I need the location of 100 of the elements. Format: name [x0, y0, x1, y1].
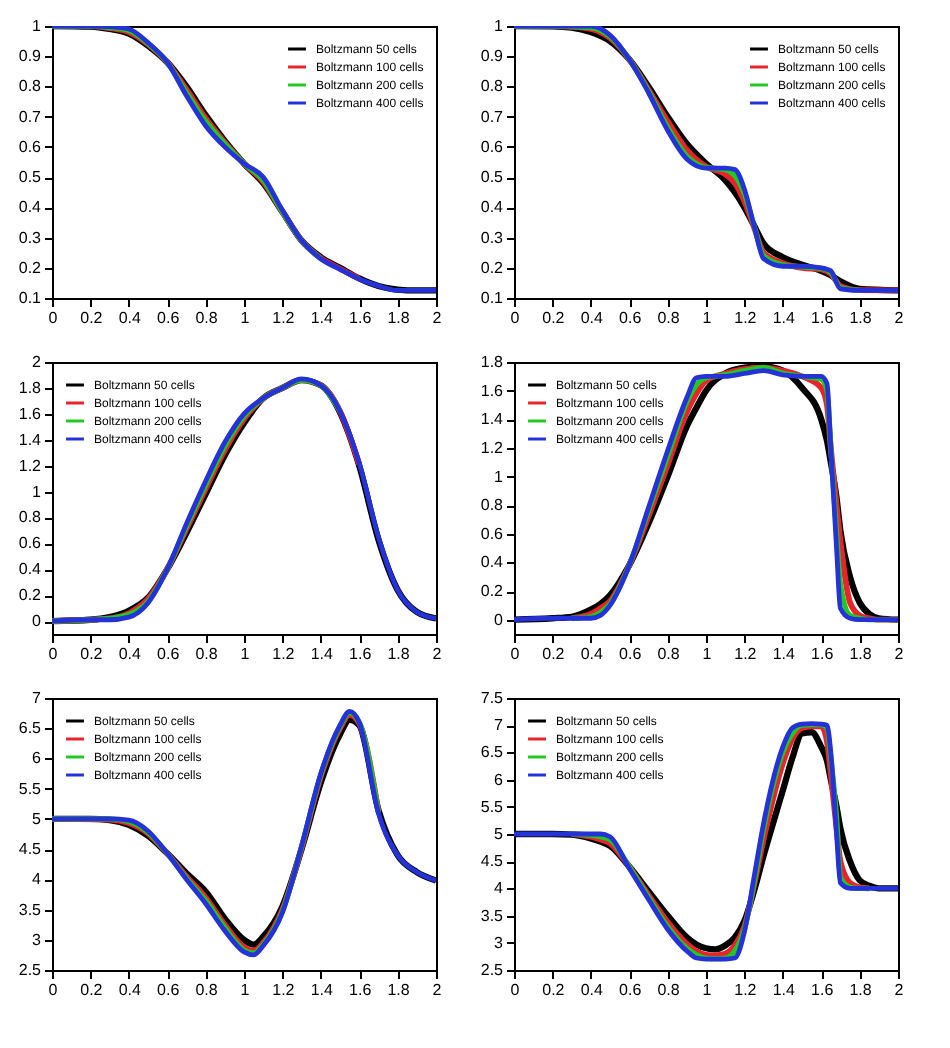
y-tick-label: 0.6 — [18, 137, 43, 156]
y-tick-label: 0 — [32, 612, 43, 631]
x-tick-label: 1.4 — [310, 309, 335, 327]
x-tick-label: 0.8 — [195, 309, 219, 327]
y-tick-label: 7 — [32, 689, 43, 707]
x-tick-label: 1 — [702, 309, 713, 327]
y-tick-label: 1.6 — [18, 404, 43, 423]
y-tick-label: 0.5 — [480, 168, 505, 187]
x-tick-label: 0 — [510, 645, 521, 663]
x-tick-label: 0.4 — [580, 645, 605, 663]
x-tick-label: 1.2 — [272, 309, 296, 327]
x-tick-label: 1.6 — [811, 645, 835, 663]
x-tick-label: 1.6 — [811, 981, 835, 999]
y-tick-label: 2 — [32, 353, 43, 371]
y-tick-label: 6 — [494, 770, 505, 789]
y-tick-label: 1.8 — [480, 353, 505, 371]
y-tick-label: 5 — [32, 809, 43, 828]
x-tick-label: 1.2 — [272, 645, 296, 663]
x-tick-label: 0.4 — [118, 981, 143, 999]
y-tick-label: 4.5 — [18, 840, 43, 859]
x-tick-label: 1.8 — [387, 981, 411, 999]
x-tick-label: 1.4 — [772, 645, 797, 663]
x-tick-label: 0.6 — [619, 309, 643, 327]
y-tick-label: 0.6 — [480, 524, 505, 543]
x-tick-label: 0.2 — [542, 645, 566, 663]
x-tick-label: 2 — [432, 645, 443, 663]
y-tick-label: 0.4 — [18, 198, 43, 217]
y-tick-label: 3.5 — [480, 906, 505, 925]
y-tick-label: 1 — [32, 17, 43, 35]
x-tick-label: 0.6 — [157, 309, 181, 327]
x-tick-label: 1.2 — [734, 309, 758, 327]
y-tick-label: 0.3 — [18, 228, 43, 247]
y-tick-label: 0.2 — [480, 582, 505, 601]
y-tick-label: 0.7 — [18, 107, 43, 126]
x-tick-label: 0.2 — [80, 981, 104, 999]
y-tick-label: 0.8 — [18, 77, 43, 96]
y-tick-label: 6.5 — [480, 743, 505, 762]
y-tick-label: 5.5 — [480, 797, 505, 816]
x-tick-label: 2 — [432, 981, 443, 999]
x-tick-label: 0.8 — [657, 981, 681, 999]
y-tick-label: 1.4 — [480, 410, 505, 429]
x-tick-label: 0.2 — [542, 309, 566, 327]
y-tick-label: 1 — [494, 17, 505, 35]
x-tick-label: 2 — [432, 309, 443, 327]
y-tick-label: 0.8 — [18, 508, 43, 527]
x-tick-label: 1.8 — [849, 309, 873, 327]
y-tick-label: 1.2 — [18, 456, 43, 475]
x-tick-label: 0.2 — [80, 645, 104, 663]
y-tick-label: 0.6 — [480, 137, 505, 156]
x-tick-label: 2 — [894, 309, 905, 327]
x-tick-label: 0.6 — [157, 645, 181, 663]
x-tick-label: 1.2 — [734, 981, 758, 999]
x-tick-label: 1.6 — [349, 309, 373, 327]
y-tick-label: 1.2 — [480, 438, 505, 457]
y-tick-label: 2.5 — [480, 961, 505, 979]
y-tick-label: 0.5 — [18, 168, 43, 187]
y-tick-label: 3 — [32, 930, 43, 949]
x-tick-label: 1 — [240, 645, 251, 663]
x-tick-label: 0.4 — [580, 981, 605, 999]
x-tick-label: 1.6 — [811, 309, 835, 327]
x-tick-label: 1 — [240, 981, 251, 999]
x-tick-label: 0.6 — [157, 981, 181, 999]
y-tick-label: 4 — [32, 870, 43, 889]
y-tick-label: 0.2 — [480, 258, 505, 277]
x-tick-label: 0.2 — [80, 309, 104, 327]
x-tick-label: 1.4 — [310, 981, 335, 999]
x-tick-label: 0.8 — [657, 309, 681, 327]
y-tick-label: 0.1 — [18, 289, 43, 307]
x-tick-label: 0 — [510, 309, 521, 327]
x-tick-label: 0.2 — [542, 981, 566, 999]
x-tick-label: 1 — [240, 309, 251, 327]
x-tick-label: 1.4 — [772, 309, 797, 327]
x-tick-label: 0.4 — [118, 645, 143, 663]
y-tick-label: 0.8 — [480, 77, 505, 96]
x-tick-label: 1.4 — [772, 981, 797, 999]
y-tick-label: 6.5 — [18, 719, 43, 738]
y-tick-label: 0.2 — [18, 258, 43, 277]
x-tick-label: 0.4 — [580, 309, 605, 327]
y-tick-label: 0.1 — [480, 289, 505, 307]
x-tick-label: 0.8 — [195, 645, 219, 663]
x-tick-label: 0.8 — [657, 645, 681, 663]
x-tick-label: 1.8 — [849, 981, 873, 999]
y-tick-label: 4 — [494, 879, 505, 898]
x-tick-label: 1.6 — [349, 981, 373, 999]
x-tick-label: 2 — [894, 645, 905, 663]
y-tick-label: 0.9 — [18, 47, 43, 66]
x-tick-label: 0 — [510, 981, 521, 999]
y-tick-label: 0 — [494, 610, 505, 629]
y-tick-label: 0.3 — [480, 228, 505, 247]
y-tick-label: 0.6 — [18, 534, 43, 553]
x-tick-label: 1.2 — [272, 981, 296, 999]
y-tick-label: 0.7 — [480, 107, 505, 126]
x-tick-label: 1.6 — [349, 645, 373, 663]
y-tick-label: 1 — [32, 482, 43, 501]
x-tick-label: 0 — [48, 645, 59, 663]
x-tick-label: 1.4 — [310, 645, 335, 663]
y-tick-label: 2.5 — [18, 961, 43, 979]
y-tick-label: 7 — [494, 716, 505, 735]
y-tick-label: 3 — [494, 933, 505, 952]
x-tick-label: 1.8 — [387, 645, 411, 663]
